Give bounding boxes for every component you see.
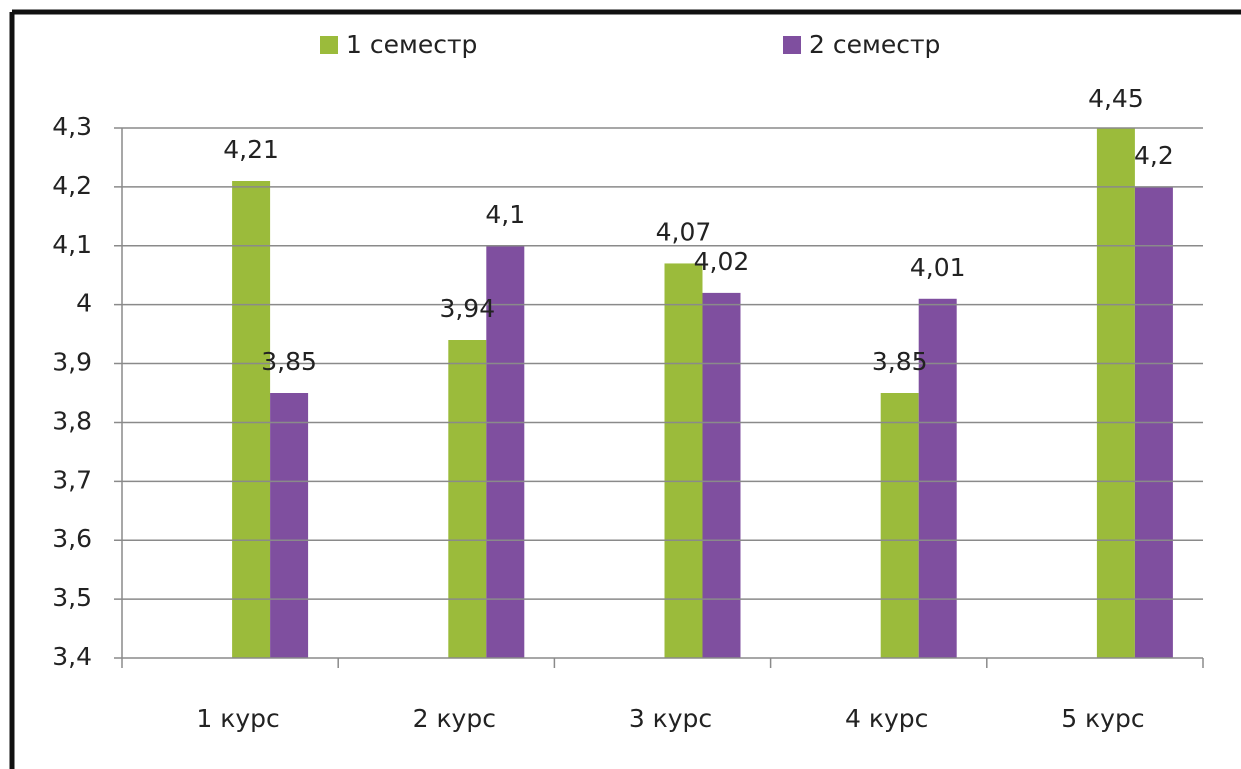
data-label: 3,85 [261, 347, 317, 376]
data-label: 4,1 [485, 200, 525, 229]
legend-swatch [783, 36, 801, 54]
data-label: 3,94 [439, 294, 495, 323]
bar [486, 245, 525, 658]
bar [664, 263, 703, 658]
x-tick-label: 4 курс [845, 704, 928, 733]
data-label: 4,45 [1088, 84, 1144, 113]
y-tick-label: 3,9 [52, 348, 92, 377]
bars [232, 128, 1173, 658]
bar [448, 340, 487, 658]
data-label: 4,21 [223, 135, 279, 164]
data-label: 4,07 [656, 217, 712, 246]
y-tick-label: 3,7 [52, 465, 92, 494]
x-tick-label: 1 курс [196, 704, 279, 733]
y-tick-label: 4,3 [52, 112, 92, 141]
legend-label: 2 семестр [809, 30, 940, 59]
y-tick-label: 3,5 [52, 583, 92, 612]
bar [880, 393, 919, 658]
x-tick-label: 2 курс [413, 704, 496, 733]
y-tick-label: 4 [76, 289, 92, 318]
y-tick-label: 3,8 [52, 406, 92, 435]
bar [702, 292, 741, 658]
data-label: 4,02 [694, 247, 750, 276]
data-label: 3,85 [872, 347, 928, 376]
x-tick-label: 5 курс [1061, 704, 1144, 733]
data-label: 4,01 [910, 253, 966, 282]
bar [1096, 128, 1135, 658]
y-tick-label: 4,1 [52, 230, 92, 259]
y-tick-label: 3,6 [52, 524, 92, 553]
bar [232, 181, 271, 658]
data-label: 4,2 [1134, 141, 1174, 170]
y-tick-label: 3,4 [52, 642, 92, 671]
y-tick-label: 4,2 [52, 171, 92, 200]
bar [270, 393, 309, 658]
bar [918, 298, 957, 658]
x-tick-label: 3 курс [629, 704, 712, 733]
legend-swatch [320, 36, 338, 54]
legend-label: 1 семестр [346, 30, 477, 59]
